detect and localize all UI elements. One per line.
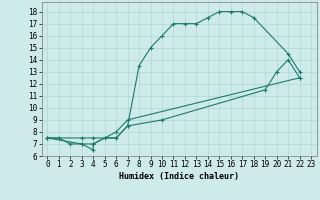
X-axis label: Humidex (Indice chaleur): Humidex (Indice chaleur) bbox=[119, 172, 239, 181]
